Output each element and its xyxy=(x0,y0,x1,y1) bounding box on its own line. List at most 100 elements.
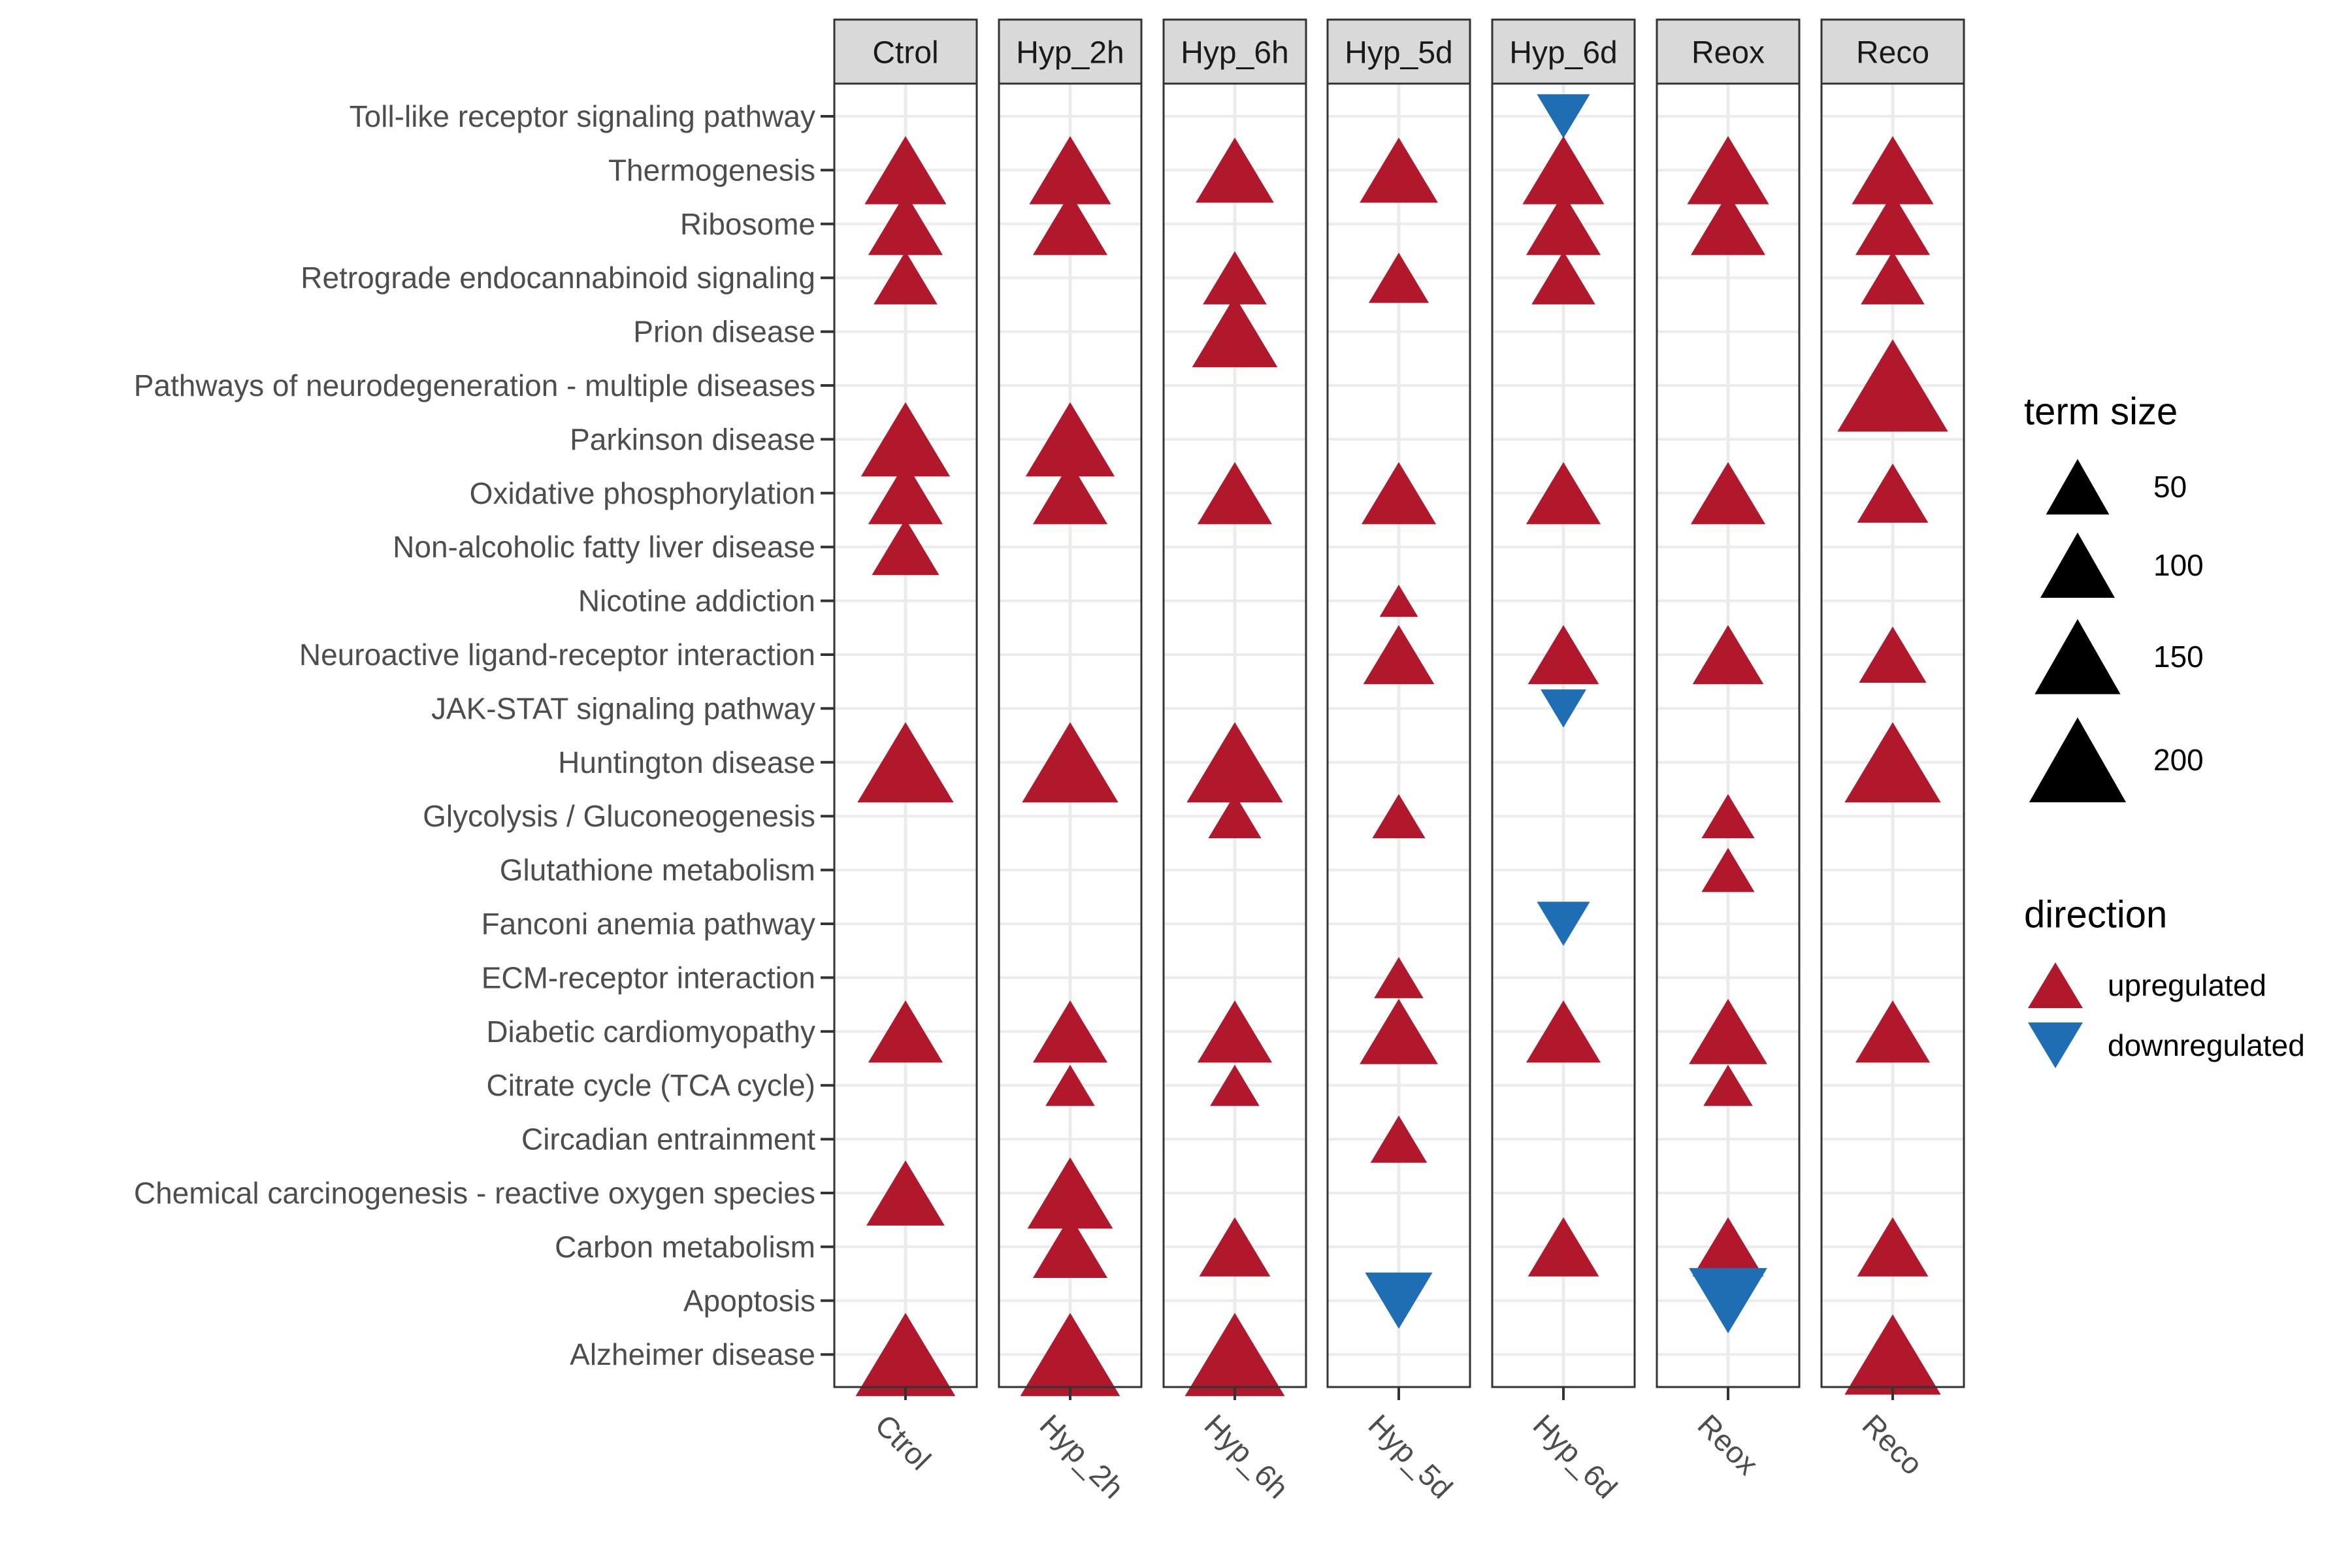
data-point-retrograde-endocannabinoid-signaling xyxy=(874,251,938,304)
data-point-glycolysis-gluconeogenesis xyxy=(1372,794,1426,838)
legend-direction-title: direction xyxy=(2024,894,2167,936)
data-point-glycolysis-gluconeogenesis xyxy=(1701,794,1755,838)
data-point-parkinson-disease xyxy=(1025,402,1115,477)
facet-strip-label: Ctrol xyxy=(872,36,938,71)
data-point-thermogenesis xyxy=(1522,136,1605,204)
data-point-carbon-metabolism xyxy=(1857,1217,1929,1277)
data-point-thermogenesis xyxy=(1029,136,1111,204)
legend-direction-key-downregulated xyxy=(2028,1022,2083,1068)
data-point-alzheimer-disease xyxy=(1020,1313,1120,1396)
data-point-diabetic-cardiomyopathy xyxy=(1689,998,1767,1064)
data-point-oxidative-phosphorylation xyxy=(868,462,943,525)
data-point-glutathione-metabolism xyxy=(1701,847,1755,892)
legend-size-key-150 xyxy=(2034,619,2121,694)
legend-size-title: term size xyxy=(2024,391,2178,433)
facet-strip xyxy=(1162,18,1307,85)
data-point-retrograde-endocannabinoid-signaling xyxy=(1861,251,1925,304)
y-tick-label: Apoptosis xyxy=(683,1284,815,1318)
data-point-toll-like-receptor-signaling-pathway xyxy=(1537,94,1590,139)
data-point-carbon-metabolism xyxy=(1199,1217,1271,1277)
data-point-carbon-metabolism xyxy=(1527,1217,1599,1277)
data-point-thermogenesis xyxy=(1360,137,1438,203)
data-point-ribosome xyxy=(868,193,943,255)
y-tick-label: Circadian entrainment xyxy=(521,1122,815,1156)
y-tick-label: ECM-receptor interaction xyxy=(482,960,815,994)
y-tick-label: Glycolysis / Gluconeogenesis xyxy=(423,799,815,833)
facet-strip-label: Reco xyxy=(1856,36,1929,71)
data-point-diabetic-cardiomyopathy xyxy=(1197,1000,1273,1063)
y-tick-label: Citrate cycle (TCA cycle) xyxy=(486,1068,815,1102)
data-point-ecm-receptor-interaction xyxy=(1374,956,1424,998)
data-point-huntington-disease xyxy=(1844,722,1941,803)
data-point-huntington-disease xyxy=(1022,722,1119,803)
data-point-citrate-cycle-tca-cycle xyxy=(1210,1064,1260,1106)
data-point-diabetic-cardiomyopathy xyxy=(1855,1000,1931,1063)
legend-size-label: 50 xyxy=(2153,470,2187,504)
data-point-oxidative-phosphorylation xyxy=(1690,462,1766,525)
data-point-ribosome xyxy=(1855,193,1931,255)
legend-direction-key-upregulated xyxy=(2028,962,2083,1008)
data-point-citrate-cycle-tca-cycle xyxy=(1045,1064,1095,1106)
data-point-neuroactive-ligand-receptor-interaction xyxy=(1363,625,1435,685)
facet-strip xyxy=(998,18,1143,85)
data-point-nicotine-addiction xyxy=(1379,585,1418,617)
y-tick-label: Nicotine addiction xyxy=(578,584,815,618)
data-point-neuroactive-ligand-receptor-interaction xyxy=(1692,625,1764,685)
data-point-huntington-disease xyxy=(857,722,954,803)
y-tick-label: Fanconi anemia pathway xyxy=(482,907,815,941)
legend-size-key-50 xyxy=(2046,459,2110,515)
legend-size-label: 200 xyxy=(2153,743,2204,777)
data-point-circadian-entrainment xyxy=(1370,1115,1428,1163)
legend-direction-label: upregulated xyxy=(2108,968,2266,1002)
y-tick-label: JAK-STAT signaling pathway xyxy=(431,691,815,725)
data-point-diabetic-cardiomyopathy xyxy=(1360,998,1438,1064)
data-point-parkinson-disease xyxy=(860,402,951,477)
legend-size-key-100 xyxy=(2040,532,2115,598)
legend-size-key-200 xyxy=(2029,717,2127,802)
facet-panels: CtrolCtrolHyp_2hHyp_2hHyp_6hHyp_6hHyp_5d… xyxy=(833,18,1965,1505)
data-point-ribosome xyxy=(1032,193,1108,255)
data-point-jak-stat-signaling-pathway xyxy=(1541,689,1586,728)
y-tick-label: Diabetic cardiomyopathy xyxy=(486,1015,815,1049)
data-point-alzheimer-disease xyxy=(1184,1313,1285,1396)
facet-strip-label: Reox xyxy=(1691,36,1765,71)
facet-strip-label: Hyp_6h xyxy=(1181,36,1288,71)
data-point-retrograde-endocannabinoid-signaling xyxy=(1531,251,1595,304)
y-tick-label: Prion disease xyxy=(633,315,815,349)
y-tick-label: Alzheimer disease xyxy=(570,1337,815,1371)
y-tick-label: Huntington disease xyxy=(558,745,815,779)
facet-strip xyxy=(1491,18,1636,85)
y-tick-label: Ribosome xyxy=(680,207,815,241)
legend: term size 50 100 150 200 direction upregulated… xyxy=(2024,391,2305,1068)
legend-direction-label: downregulated xyxy=(2108,1028,2305,1062)
y-tick-label: Pathways of neurodegeneration - multiple… xyxy=(134,368,815,402)
data-point-huntington-disease xyxy=(1186,722,1283,803)
y-tick-label: Oxidative phosphorylation xyxy=(470,476,815,510)
data-point-citrate-cycle-tca-cycle xyxy=(1703,1064,1753,1106)
y-tick-label: Chemical carcinogenesis - reactive oxyge… xyxy=(134,1176,815,1210)
data-point-oxidative-phosphorylation xyxy=(1361,462,1437,525)
data-point-retrograde-endocannabinoid-signaling xyxy=(1203,251,1267,304)
data-point-fanconi-anemia-pathway xyxy=(1537,902,1590,946)
facet-strip xyxy=(1326,18,1471,85)
y-tick-label: Glutathione metabolism xyxy=(500,853,815,887)
data-point-carbon-metabolism xyxy=(1692,1217,1764,1277)
legend-size-label: 150 xyxy=(2153,640,2204,674)
facet-strip-label: Hyp_6d xyxy=(1509,36,1617,71)
y-tick-label: Carbon metabolism xyxy=(555,1230,815,1264)
data-point-oxidative-phosphorylation xyxy=(1197,462,1273,525)
data-point-ribosome xyxy=(1526,193,1601,255)
data-point-pathways-of-neurodegeneration-multiple-diseases xyxy=(1837,339,1948,432)
facet-strip xyxy=(1656,18,1801,85)
data-point-alzheimer-disease xyxy=(1844,1314,1941,1395)
data-point-thermogenesis xyxy=(1196,137,1274,203)
facet-strip-label: Hyp_2h xyxy=(1016,36,1124,71)
data-point-thermogenesis xyxy=(864,136,947,204)
